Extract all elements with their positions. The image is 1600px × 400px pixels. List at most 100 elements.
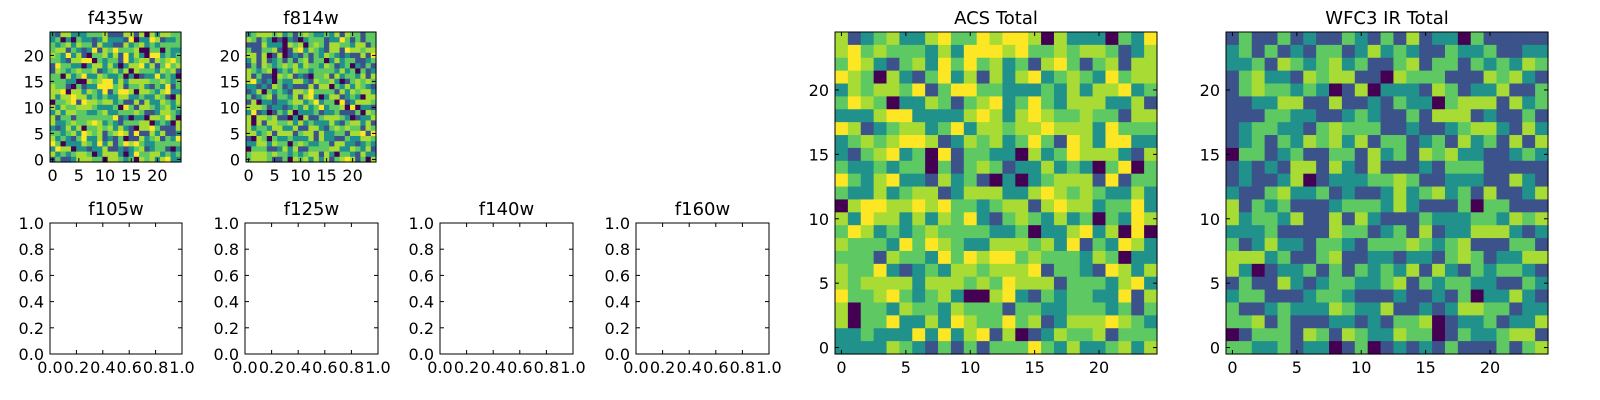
wfc3-ir-total-cell: [1341, 250, 1356, 265]
acs-total-cell: [873, 225, 888, 239]
f814w-cell: [303, 84, 309, 90]
f814w-cell: [334, 37, 341, 43]
acs-total-cell: [963, 263, 978, 278]
f435w-cell: [149, 120, 156, 127]
f435w-cell: [118, 156, 124, 163]
f435w-ytick-label: 10: [24, 98, 44, 117]
f435w-cell: [139, 68, 145, 75]
acs-total-cell: [860, 160, 875, 175]
f814w-cell: [329, 120, 335, 127]
wfc3-ir-total-cell: [1496, 83, 1510, 97]
f814w-cell: [277, 89, 283, 95]
f814w-cell: [298, 115, 304, 121]
f814w-cell: [308, 136, 315, 142]
acs-total-cell: [1131, 122, 1145, 136]
acs-total-cell: [1041, 276, 1055, 291]
acs-total-cell: [1118, 263, 1132, 278]
f814w-cell: [318, 52, 325, 59]
acs-total-cell: [912, 199, 926, 213]
f435w-cell: [133, 73, 140, 80]
acs-total-cell: [1144, 186, 1158, 201]
wfc3-ir-total-cell: [1522, 328, 1536, 342]
wfc3-ir-total-cell: [1226, 135, 1240, 149]
acs-total-cell: [835, 212, 849, 226]
wfc3-ir-total-cell: [1367, 238, 1382, 252]
wfc3-ir-total-cell: [1316, 44, 1330, 59]
f435w-cell: [102, 125, 109, 132]
acs-total-cell: [1144, 315, 1158, 329]
f435w-cell: [107, 84, 114, 90]
wfc3-ir-total-cell: [1509, 302, 1523, 316]
f435w-cell: [91, 52, 98, 59]
f814w-cell: [287, 99, 294, 106]
wfc3-ir-total-cell: [1316, 186, 1330, 201]
f814w-cell: [287, 115, 294, 121]
wfc3-ir-total-cell: [1380, 238, 1395, 252]
acs-total-cell: [899, 83, 913, 97]
f814w-cell: [266, 47, 273, 54]
wfc3-ir-total-cell: [1380, 212, 1395, 226]
f435w-cell: [144, 104, 151, 111]
f814w-cell: [324, 42, 330, 49]
f814w-cell: [308, 63, 315, 69]
f814w-cell: [344, 73, 351, 80]
wfc3-ir-total-cell: [1251, 44, 1266, 59]
f435w-cell: [144, 37, 151, 43]
acs-total-cell: [1015, 212, 1029, 226]
wfc3-ir-total-cell: [1303, 122, 1317, 136]
acs-total-cell: [1079, 186, 1094, 201]
wfc3-ir-total-cell: [1290, 212, 1304, 226]
wfc3-ir-total-cell: [1238, 328, 1253, 342]
acs-total-cell: [1079, 122, 1094, 136]
acs-total-cell: [950, 109, 965, 123]
wfc3-ir-total-cell: [1393, 263, 1407, 278]
wfc3-ir-total-cell: [1509, 263, 1523, 278]
acs-total-cell: [1053, 341, 1068, 355]
acs-total-cell: [899, 328, 913, 342]
f435w-cell: [133, 32, 140, 38]
wfc3-ir-total-cell: [1303, 225, 1317, 239]
f435w-cell: [70, 104, 77, 111]
wfc3-ir-total-cell: [1535, 186, 1549, 201]
f435w-cell: [139, 136, 145, 142]
f435w-cell: [160, 78, 166, 85]
f814w-cell: [303, 104, 309, 111]
wfc3-ir-total-cell: [1457, 328, 1472, 342]
f814w-cell: [365, 151, 372, 158]
f435w-cell: [107, 136, 114, 142]
acs-total-cell: [886, 341, 900, 355]
f435w-cell: [107, 130, 114, 137]
wfc3-ir-total-cell: [1496, 135, 1510, 149]
f435w-cell: [128, 136, 135, 142]
f435w-cell: [112, 37, 119, 43]
f814w-cell: [329, 68, 335, 75]
wfc3-ir-total-cell: [1290, 250, 1304, 265]
f814w-xtick-label: 15: [316, 166, 336, 185]
f435w-cell: [91, 146, 98, 153]
wfc3-ir-total-cell: [1277, 57, 1291, 72]
wfc3-ir-total-cell: [1522, 186, 1536, 201]
acs-total-cell: [950, 135, 965, 149]
f814w-cell: [365, 89, 372, 95]
acs-total-cell: [1131, 70, 1145, 85]
acs-total-cell: [925, 83, 939, 97]
acs-total-cell: [1002, 250, 1016, 265]
f814w-cell: [365, 42, 372, 49]
wfc3-ir-total-cell: [1354, 238, 1369, 252]
f814w-cell: [339, 141, 346, 147]
acs-total-cell: [1066, 32, 1081, 46]
wfc3-ir-total-cell: [1509, 186, 1523, 201]
wfc3-ir-total-cell: [1483, 225, 1498, 239]
f814w-cell: [370, 47, 377, 54]
f435w-cell: [149, 63, 156, 69]
acs-total-cell: [860, 122, 875, 136]
f814w-cell: [313, 68, 320, 75]
f435w-cell: [144, 99, 151, 106]
f814w-cell: [282, 42, 289, 49]
f814w-cell: [251, 32, 257, 38]
f435w-cell: [160, 68, 166, 75]
f814w-cell: [261, 141, 268, 147]
wfc3-ir-total-cell: [1522, 160, 1536, 175]
f814w-cell: [334, 110, 341, 116]
f435w-cell: [133, 120, 140, 127]
